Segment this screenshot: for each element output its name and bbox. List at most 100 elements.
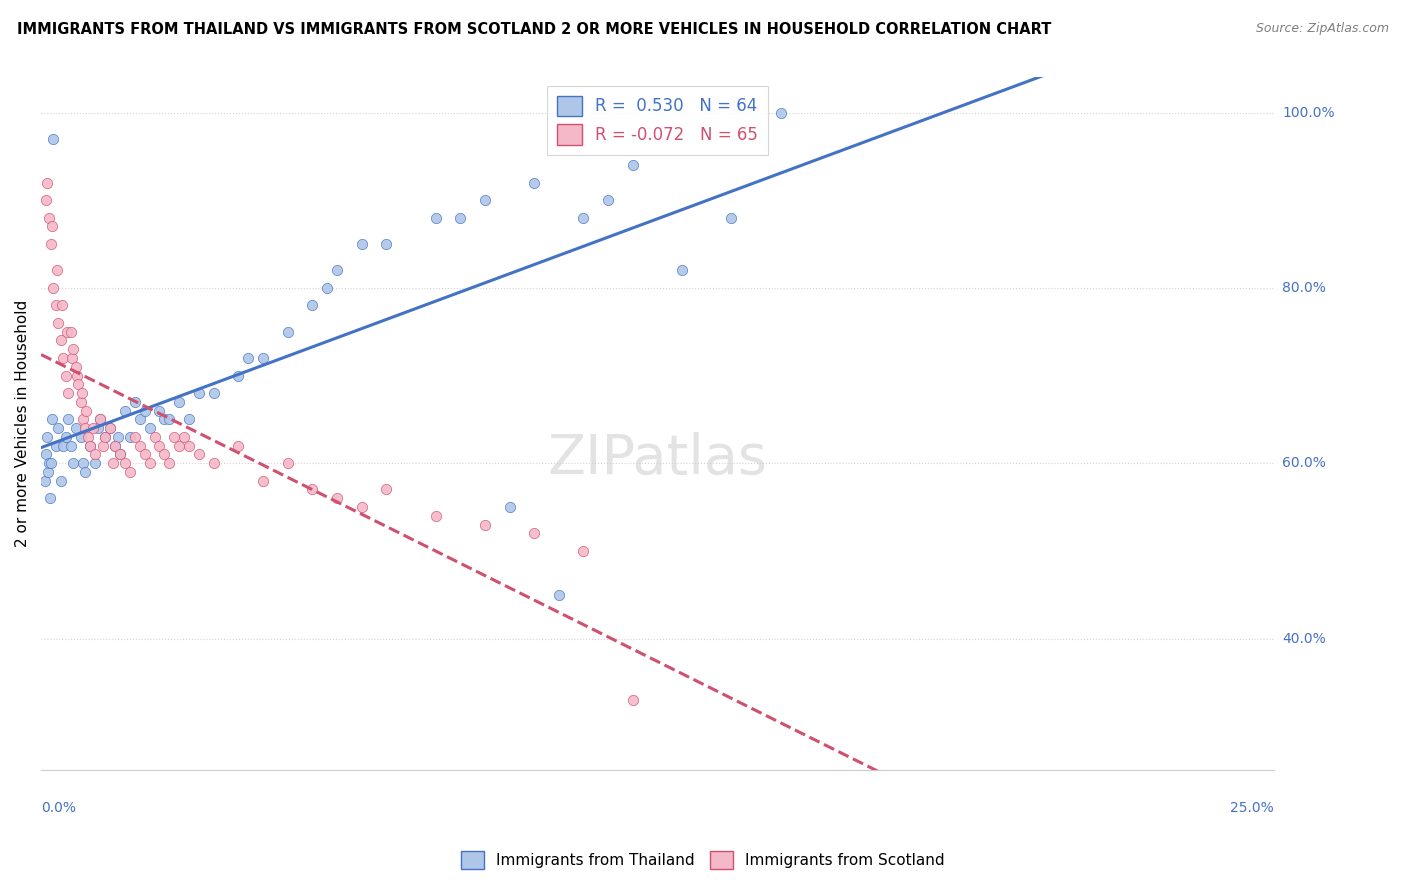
Point [118,465,141,479]
Point [153,447,176,461]
Point [87,421,110,435]
Point [79,439,101,453]
Point [62,456,84,470]
Point [523,526,546,541]
Point [37,465,59,479]
Point [177,412,200,426]
Point [42,281,65,295]
Point [114,403,136,417]
Point [67,377,90,392]
Text: Source: ZipAtlas.com: Source: ZipAtlas.com [1256,22,1389,36]
Point [474,517,496,532]
Point [55,368,77,383]
Point [572,211,595,225]
Point [72,456,94,470]
Point [769,105,792,120]
Point [108,447,131,461]
Point [128,439,150,453]
Point [202,386,225,401]
Point [69,430,91,444]
Point [114,456,136,470]
Point [138,456,160,470]
Point [75,465,97,479]
Point [34,474,56,488]
Point [89,412,111,426]
Point [48,421,70,435]
Point [572,544,595,558]
Legend: R =  0.530   N = 64, R = -0.072   N = 65: R = 0.530 N = 64, R = -0.072 N = 65 [547,86,768,155]
Point [547,588,569,602]
Point [238,351,260,365]
Point [252,351,274,365]
Point [58,386,80,401]
Point [177,439,200,453]
Point [720,211,742,225]
Point [41,219,63,234]
Y-axis label: 2 or more Vehicles in Household: 2 or more Vehicles in Household [15,300,30,548]
Point [326,491,349,506]
Point [75,421,97,435]
Point [58,412,80,426]
Point [49,334,72,348]
Point [52,439,75,453]
Point [39,456,62,470]
Text: 0.0%: 0.0% [41,800,76,814]
Point [35,193,58,207]
Point [39,491,62,506]
Point [148,403,170,417]
Point [187,447,209,461]
Point [108,447,131,461]
Text: 100.0%: 100.0% [1282,105,1334,120]
Point [124,394,146,409]
Point [45,439,67,453]
Point [128,412,150,426]
Point [38,211,60,225]
Point [474,193,496,207]
Point [163,430,186,444]
Text: 60.0%: 60.0% [1282,456,1326,470]
Point [153,412,176,426]
Point [35,176,58,190]
Point [60,351,83,365]
Point [72,412,94,426]
Point [65,368,87,383]
Point [104,439,127,453]
Point [79,439,101,453]
Point [39,237,62,252]
Point [55,430,77,444]
Point [91,439,114,453]
Point [59,439,82,453]
Point [70,386,93,401]
Point [84,447,107,461]
Text: 80.0%: 80.0% [1282,281,1326,295]
Point [94,430,117,444]
Point [65,421,87,435]
Point [425,508,447,523]
Point [65,359,87,374]
Point [157,412,180,426]
Point [101,456,124,470]
Point [187,386,209,401]
Point [42,132,65,146]
Point [252,474,274,488]
Point [38,456,60,470]
Point [301,298,323,312]
Point [449,211,471,225]
Point [51,298,73,312]
Point [77,430,100,444]
Point [59,325,82,339]
Point [104,439,127,453]
Point [35,447,58,461]
Point [138,421,160,435]
Legend: Immigrants from Thailand, Immigrants from Scotland: Immigrants from Thailand, Immigrants fro… [456,845,950,875]
Point [82,421,104,435]
Point [52,351,75,365]
Point [76,403,98,417]
Point [107,430,129,444]
Point [425,211,447,225]
Point [69,394,91,409]
Point [98,421,121,435]
Text: ZIPatlas: ZIPatlas [547,432,768,485]
Point [202,456,225,470]
Point [621,158,644,172]
